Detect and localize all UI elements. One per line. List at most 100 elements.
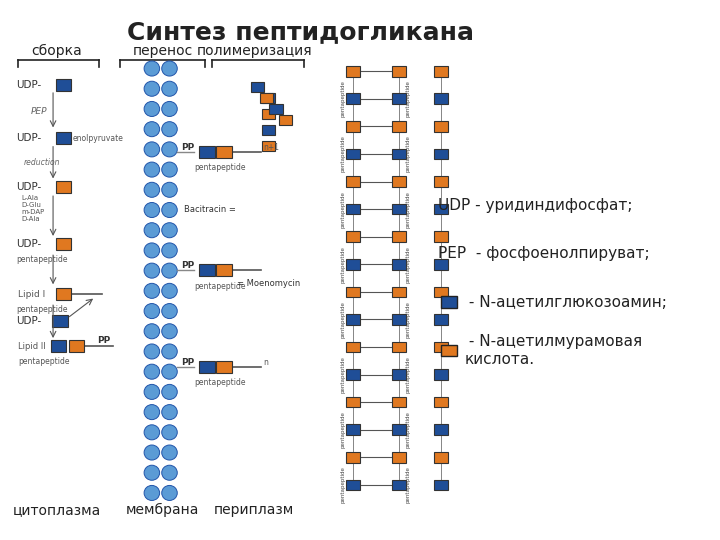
Bar <box>346 287 360 297</box>
Bar <box>434 176 448 187</box>
Bar <box>392 231 406 242</box>
Bar <box>392 480 406 490</box>
Bar <box>392 369 406 380</box>
Bar <box>434 369 448 380</box>
Ellipse shape <box>144 445 160 460</box>
Ellipse shape <box>162 222 177 238</box>
Text: pentapeptide: pentapeptide <box>406 467 411 503</box>
Bar <box>434 397 448 408</box>
Bar <box>346 66 360 77</box>
Ellipse shape <box>144 404 160 420</box>
Bar <box>392 204 406 214</box>
Text: pentapeptide: pentapeptide <box>406 356 411 393</box>
Bar <box>346 176 360 187</box>
Bar <box>346 342 360 352</box>
Text: pentapeptide: pentapeptide <box>406 136 411 172</box>
Bar <box>56 132 71 144</box>
Bar <box>392 452 406 463</box>
Text: pentapeptide: pentapeptide <box>341 356 346 393</box>
FancyBboxPatch shape <box>441 296 456 308</box>
Text: pentapeptide: pentapeptide <box>194 164 246 172</box>
Ellipse shape <box>144 485 160 501</box>
Text: PP: PP <box>181 261 194 270</box>
Bar <box>434 452 448 463</box>
Text: цитоплазма: цитоплазма <box>12 503 101 517</box>
Bar <box>392 148 406 159</box>
Ellipse shape <box>162 202 177 218</box>
Bar <box>346 480 360 490</box>
Bar <box>392 287 406 297</box>
Bar <box>346 452 360 463</box>
Ellipse shape <box>144 303 160 319</box>
Text: pentapeptide: pentapeptide <box>194 282 246 291</box>
Bar <box>434 204 448 214</box>
Ellipse shape <box>144 344 160 359</box>
Text: - N-ацетилмурамовая
кислота.: - N-ацетилмурамовая кислота. <box>464 334 643 367</box>
Bar <box>53 315 68 327</box>
Bar <box>269 104 283 114</box>
Bar <box>346 148 360 159</box>
Ellipse shape <box>144 284 160 299</box>
Text: Lipid I: Lipid I <box>18 289 45 299</box>
Text: UDP - уридиндифосфат;: UDP - уридиндифосфат; <box>438 198 632 213</box>
Ellipse shape <box>162 122 177 137</box>
Text: pentapeptide: pentapeptide <box>341 80 346 117</box>
Bar <box>434 287 448 297</box>
Bar <box>346 424 360 435</box>
Text: сборка: сборка <box>31 44 82 58</box>
Ellipse shape <box>162 243 177 258</box>
Text: pentapeptide: pentapeptide <box>406 411 411 448</box>
Text: UDP-: UDP- <box>17 239 42 249</box>
Bar <box>346 314 360 325</box>
Bar <box>392 93 406 104</box>
Bar <box>56 288 71 300</box>
FancyBboxPatch shape <box>441 345 456 356</box>
Ellipse shape <box>144 222 160 238</box>
Ellipse shape <box>162 324 177 339</box>
Ellipse shape <box>144 364 160 379</box>
Ellipse shape <box>144 202 160 218</box>
Ellipse shape <box>162 485 177 501</box>
Text: PP: PP <box>181 358 194 367</box>
Ellipse shape <box>162 344 177 359</box>
Bar <box>434 342 448 352</box>
Bar <box>392 176 406 187</box>
Text: enolpyruvate: enolpyruvate <box>73 134 124 143</box>
Text: PP: PP <box>96 336 110 346</box>
Text: UDP-: UDP- <box>17 182 42 192</box>
Text: n+1: n+1 <box>264 143 279 152</box>
Bar <box>56 181 71 193</box>
Bar <box>434 121 448 132</box>
Text: pentapeptide: pentapeptide <box>406 246 411 283</box>
Bar <box>56 238 71 250</box>
Bar <box>346 397 360 408</box>
Ellipse shape <box>162 162 177 177</box>
Text: UDP-: UDP- <box>17 133 42 144</box>
Text: - N-ацетилглюкозоамин;: - N-ацетилглюкозоамин; <box>464 295 667 310</box>
Bar <box>251 82 264 92</box>
Bar <box>392 342 406 352</box>
Ellipse shape <box>144 243 160 258</box>
Ellipse shape <box>162 364 177 379</box>
Bar <box>346 204 360 214</box>
Text: = Moenomycin: = Moenomycin <box>237 280 300 288</box>
Ellipse shape <box>162 445 177 460</box>
Bar <box>56 79 71 91</box>
Bar <box>261 93 275 103</box>
Bar <box>261 109 275 119</box>
Text: pentapeptide: pentapeptide <box>341 467 346 503</box>
Bar <box>434 231 448 242</box>
Ellipse shape <box>162 303 177 319</box>
Ellipse shape <box>162 102 177 117</box>
Text: pentapeptide: pentapeptide <box>341 191 346 227</box>
Bar <box>346 231 360 242</box>
Bar <box>392 314 406 325</box>
Bar <box>434 424 448 435</box>
Bar <box>392 397 406 408</box>
Ellipse shape <box>162 263 177 278</box>
Bar <box>434 93 448 104</box>
Ellipse shape <box>144 425 160 440</box>
Text: полимеризация: полимеризация <box>197 44 312 58</box>
Bar <box>279 114 292 125</box>
Text: pentapeptide: pentapeptide <box>341 301 346 338</box>
